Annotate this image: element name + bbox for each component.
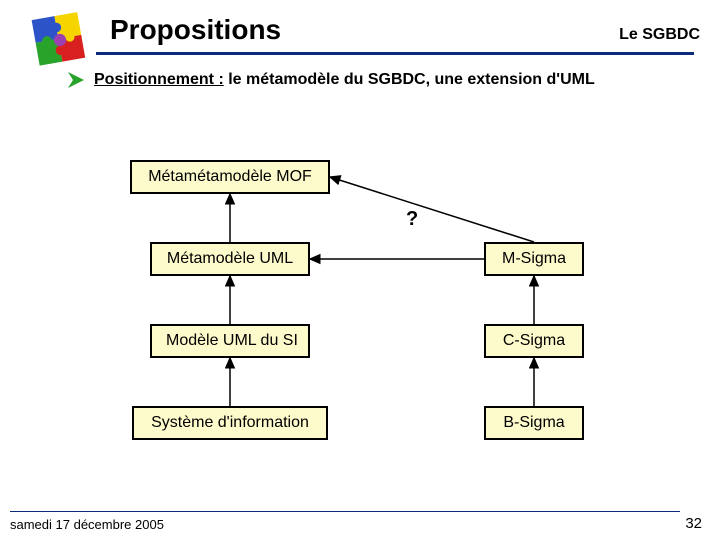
subtitle-row: Positionnement : le métamodèle du SGBDC,… xyxy=(66,70,700,90)
node-metametamodele-mof: Métamétamodèle MOF xyxy=(130,160,330,194)
subtitle: Positionnement : le métamodèle du SGBDC,… xyxy=(94,71,595,89)
question-mark: ? xyxy=(406,208,418,231)
node-metamodele-uml: Métamodèle UML xyxy=(150,242,310,276)
page-title: Propositions xyxy=(110,14,281,46)
footer-date: samedi 17 décembre 2005 xyxy=(10,517,164,532)
node-m-sigma: M-Sigma xyxy=(484,242,584,276)
node-c-sigma: C-Sigma xyxy=(484,324,584,358)
node-modele-uml-si: Modèle UML du SI xyxy=(150,324,310,358)
subtitle-underlined: Positionnement : xyxy=(94,71,224,88)
footer-page-number: 32 xyxy=(685,515,702,532)
node-systeme-information: Système d'information xyxy=(132,406,328,440)
bullet-arrow-icon xyxy=(66,70,86,90)
footer-rule xyxy=(10,511,680,512)
subtitle-rest: le métamodèle du SGBDC, une extension d'… xyxy=(224,71,595,88)
node-b-sigma: B-Sigma xyxy=(484,406,584,440)
slide: Propositions Le SGBDC Positionnement : l… xyxy=(0,0,720,540)
header-rule xyxy=(96,52,694,55)
header-right-label: Le SGBDC xyxy=(619,26,700,44)
header: Propositions Le SGBDC xyxy=(0,14,700,46)
